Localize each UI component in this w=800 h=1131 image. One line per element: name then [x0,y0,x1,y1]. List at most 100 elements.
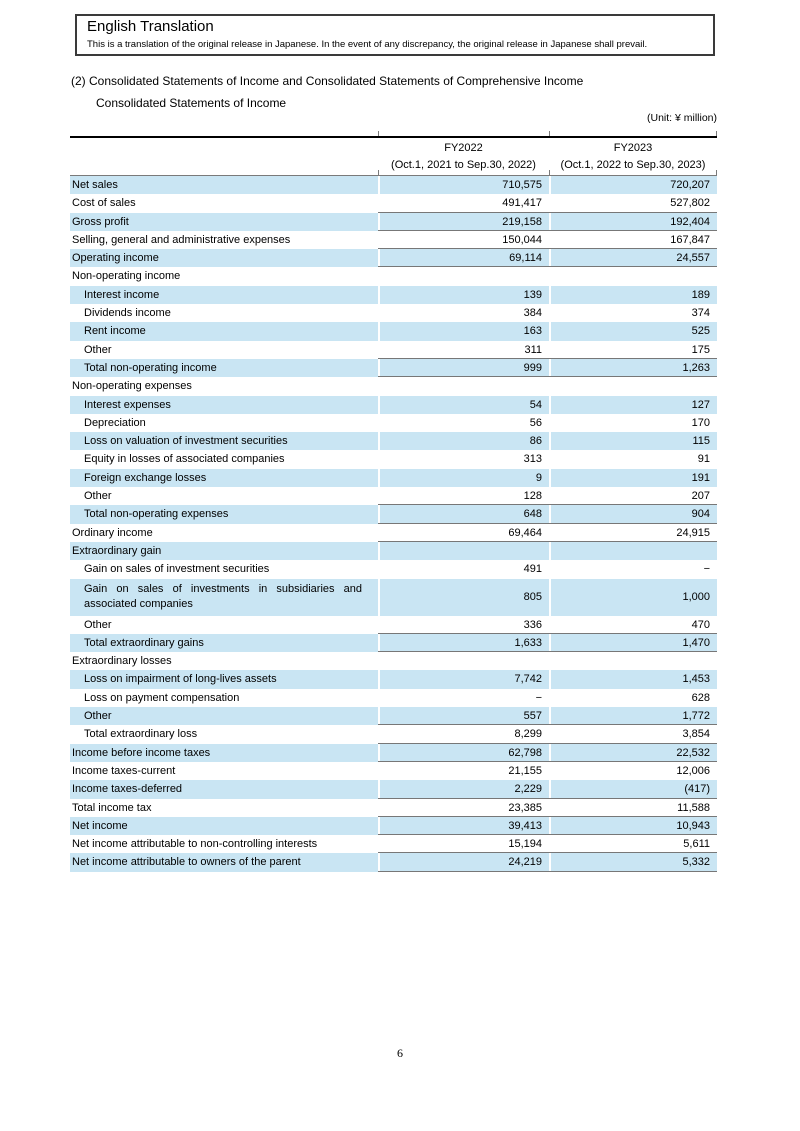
table-row: Total non-operating income 999 1,263 [70,358,717,378]
fy2023-value: 191 [549,468,717,488]
fy2023-value: 91 [697,453,710,466]
row-label: Gain on sales of investments in subsidia… [70,578,378,616]
fy2023-value: 10,943 [549,816,717,836]
column-tick [549,131,550,136]
table-row: Total extraordinary gains 1,633 1,470 [70,633,717,653]
fy2023-value: 11,588 [677,801,710,814]
fy2023-value: 5,332 [549,853,717,872]
table-row: Income taxes-current 21,155 12,006 [70,762,717,780]
table-row: Other 557 1,772 [70,707,717,726]
fy2022-value: 163 [378,322,549,341]
row-label: Cost of sales [72,197,136,210]
fy2023-value: 207 [691,490,710,503]
row-label: Interest expenses [70,395,378,414]
table-row: Gross profit 219,158 192,404 [70,212,717,231]
row-label: Gross profit [70,212,378,231]
column-tick [716,131,717,136]
table-row: Total income tax 23,385 11,588 [70,799,717,817]
row-underline [378,852,717,854]
fy2023-value: (417) [549,780,717,799]
fy2023-value: 1,453 [549,670,717,689]
row-label: Non-operating income [72,270,181,283]
fy2022-value: 69,114 [378,249,549,268]
column-period-fy2023: (Oct.1, 2022 to Sep.30, 2023) [560,159,706,171]
row-label: Operating income [70,249,378,268]
fy2022-value: 86 [378,432,549,451]
fy2023-value: 527,802 [670,197,710,210]
row-underline [378,651,717,653]
table-row: Non-operating expenses [70,377,717,395]
row-underline [378,248,717,250]
table-row: Interest expenses 54 127 [70,395,717,414]
row-label: Total non-operating expenses [70,505,378,524]
income-statement-table: FY2022 FY2023 (Oct.1, 2021 to Sep.30, 20… [70,131,717,872]
table-row: Ordinary income 69,464 24,915 [70,524,717,542]
row-label: Other [84,490,112,503]
row-underline [378,540,717,542]
table-row: Other 311 175 [70,341,717,359]
fy2023-value: 12,006 [676,764,710,777]
table-top-border [70,131,717,138]
fy2022-value: 15,194 [508,838,542,851]
fy2022-value: 491,417 [502,197,542,210]
row-label: Total extraordinary loss [84,728,198,741]
fy2022-value: 7,742 [378,670,549,689]
table-row: Net sales 710,575 720,207 [70,176,717,195]
row-label: Total extraordinary gains [70,633,378,653]
row-label: Net income [70,816,378,836]
fy2023-value [549,541,717,561]
table-row: Extraordinary losses [70,652,717,670]
translation-notice-body: This is a translation of the original re… [87,39,648,50]
row-label: Ordinary income [72,526,153,539]
fy2023-value: 374 [691,307,710,320]
table-row: Total non-operating expenses 648 904 [70,505,717,524]
column-header-fy2022: FY2022 [444,142,483,154]
row-label: Total income tax [72,801,152,814]
fy2022-value [378,541,549,561]
fy2022-value: 21,155 [508,764,542,777]
fy2022-value: 384 [523,307,542,320]
row-underline [378,229,717,231]
fy2023-value: 470 [691,618,710,631]
fy2023-value: 115 [549,432,717,451]
row-label: Depreciation [84,416,146,429]
row-underline [378,742,717,744]
table-row: Non-operating income [70,267,717,285]
row-label: Income before income taxes [70,743,378,762]
table-row: Net income 39,413 10,943 [70,816,717,836]
row-underline [378,522,717,524]
fy2022-value: 69,464 [508,526,542,539]
fy2022-value: 999 [378,358,549,378]
fy2022-value: 54 [378,395,549,414]
table-row: Operating income 69,114 24,557 [70,249,717,268]
column-tick [549,170,550,175]
unit-label: (Unit: ¥ million) [646,112,717,124]
row-label: Other [84,618,112,631]
fy2022-value: 311 [524,343,542,356]
fy2022-value: 491 [523,563,542,576]
translation-notice-title: English Translation [87,18,214,35]
fy2022-value: 2,229 [378,780,549,799]
fy2023-value: − [703,563,710,576]
fy2023-value: 720,207 [549,176,717,195]
column-tick [378,170,379,175]
row-label: Equity in losses of associated companies [84,453,285,466]
fy2022-value: 1,633 [378,633,549,653]
table-row: Income taxes-deferred 2,229 (417) [70,780,717,799]
table-row: Cost of sales 491,417 527,802 [70,194,717,213]
table-row: Gain on sales of investments in subsidia… [70,578,717,616]
row-underline [378,266,717,268]
statement-subheading: Consolidated Statements of Income [96,96,287,110]
fy2022-value: 219,158 [378,212,549,231]
fy2023-value: 22,532 [549,743,717,762]
table-row: Net income attributable to non-controlli… [70,835,717,854]
fy2023-value: 170 [691,416,710,429]
row-underline [378,376,717,378]
row-label: Extraordinary gain [70,541,378,561]
fy2023-value: 24,915 [676,526,710,539]
row-underline [378,797,717,799]
row-underline [378,834,717,836]
table-row: Loss on valuation of investment securiti… [70,432,717,451]
row-label: Foreign exchange losses [70,468,378,488]
fy2023-value: 127 [549,395,717,414]
